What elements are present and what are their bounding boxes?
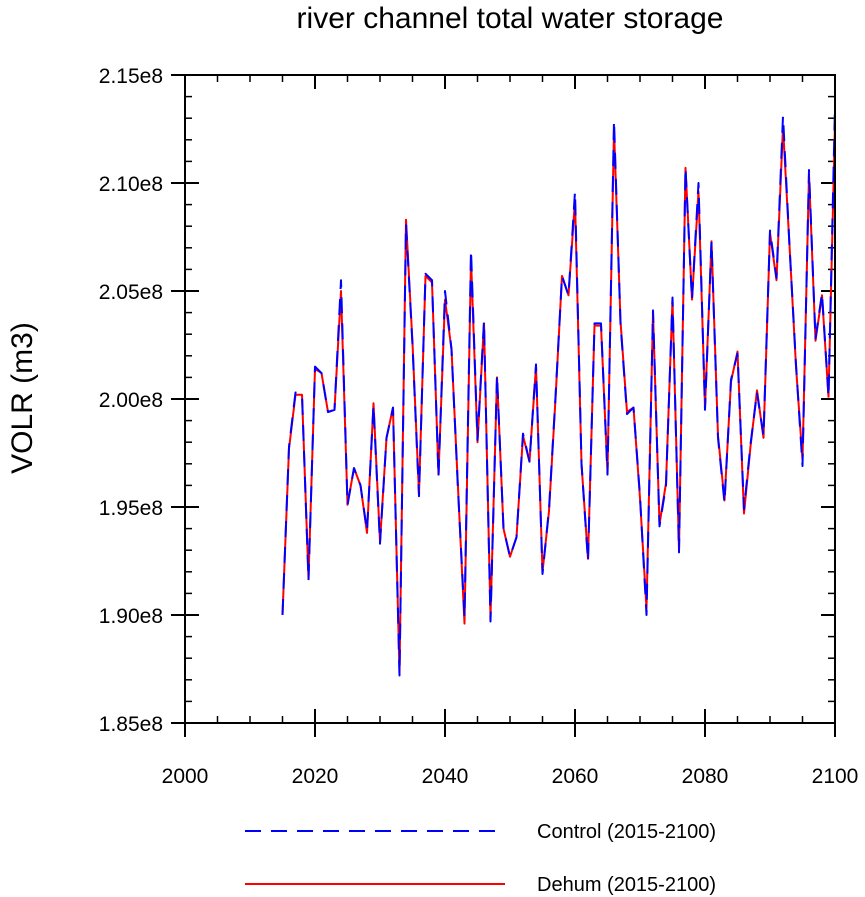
legend-label: Control (2015-2100) (537, 821, 716, 843)
y-tick-label: 1.95e8 (99, 497, 163, 520)
y-axis-label: VOLR (m3) (6, 322, 39, 474)
x-tick-label: 2080 (682, 765, 729, 788)
series-line-dehum (281, 122, 836, 675)
x-tick-label: 2060 (552, 765, 599, 788)
tick-labels: 1.85e8 1.90e8 1.95e8 2.00e8 2.05e8 2.10e8 2.15… (99, 65, 859, 788)
y-tick-label: 2.10e8 (99, 173, 163, 196)
y-tick-label: 1.85e8 (99, 713, 163, 736)
series-layer (281, 105, 836, 677)
y-tick-label: 2.00e8 (99, 389, 163, 412)
chart-title: river channel total water storage (297, 2, 724, 35)
y-tick-label: 2.05e8 (99, 281, 163, 304)
axis-ticks (171, 74, 836, 737)
series-line-control (281, 105, 836, 677)
x-tick-label: 2020 (292, 765, 339, 788)
legend: Control (2015-2100) Dehum (2015-2100) (245, 821, 716, 896)
y-tick-label: 2.15e8 (99, 65, 163, 88)
x-tick-label: 2000 (162, 765, 209, 788)
legend-label: Dehum (2015-2100) (537, 874, 716, 896)
y-tick-label: 1.90e8 (99, 605, 163, 628)
x-tick-label: 2100 (812, 765, 859, 788)
x-tick-label: 2040 (422, 765, 469, 788)
plot-frame (184, 74, 836, 724)
